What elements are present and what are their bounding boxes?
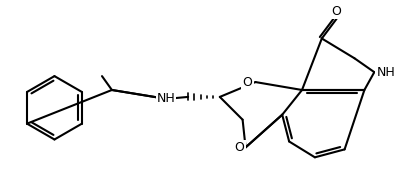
Text: O: O <box>332 5 341 18</box>
Text: O: O <box>243 76 252 89</box>
Text: O: O <box>235 141 245 154</box>
Text: NH: NH <box>376 66 395 79</box>
Text: NH: NH <box>157 92 176 105</box>
